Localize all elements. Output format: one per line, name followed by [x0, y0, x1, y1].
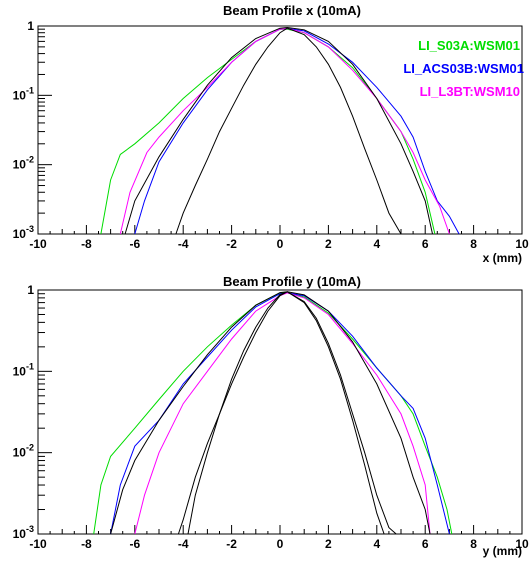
- series-line-black-5: [187, 291, 385, 535]
- y-axis-label: y (mm): [483, 544, 522, 558]
- x-tick-label: -4: [178, 237, 189, 251]
- plot-frame-x: [37, 25, 523, 235]
- x-tick-label: -2: [226, 537, 237, 551]
- x-tick-label: 10: [515, 537, 529, 551]
- legend-entry-li-s03a-wsm01: LI_S03A:WSM01: [418, 38, 520, 53]
- x-tick-label: -8: [81, 237, 92, 251]
- x-tick-label: -10: [29, 537, 47, 551]
- x-tick-label: 0: [277, 537, 284, 551]
- x-tick-label: 2: [325, 537, 332, 551]
- x-tick-label: 4: [373, 537, 380, 551]
- x-tick-label: -2: [226, 237, 237, 251]
- legend: LI_S03A:WSM01 LI_ACS03B:WSM01 LI_L3BT:WS…: [403, 38, 524, 99]
- x-tick-label: 10: [515, 237, 529, 251]
- chart-title-x: Beam Profile x (10mA): [223, 3, 361, 18]
- y-tick-label: 10-3: [13, 224, 34, 241]
- x-tick-label: 8: [470, 237, 477, 251]
- y-tick-label: 1: [27, 19, 34, 33]
- y-tick-label: 10-1: [13, 361, 34, 378]
- x-tick-label: -10: [29, 237, 47, 251]
- y-tick-label: 1: [27, 283, 34, 297]
- y-tick-label: 10-2: [13, 155, 34, 172]
- beam-profile-y-panel: Beam Profile y (10mA) -10 -8 -6 -4 -2 0 2 4 6 8 10…: [13, 274, 529, 558]
- x-tick-label: 6: [422, 537, 429, 551]
- legend-entry-li-acs03b-wsm01: LI_ACS03B:WSM01: [403, 61, 524, 76]
- x-tick-label: -6: [129, 237, 140, 251]
- series-line-li-acs03b-wsm01: [134, 27, 460, 235]
- x-tick-label: 6: [422, 237, 429, 251]
- x-tick-label: 0: [277, 237, 284, 251]
- y-tick-label: 10-3: [13, 524, 34, 541]
- chart-title-y: Beam Profile y (10mA): [223, 274, 361, 289]
- x-tick-label: -4: [178, 537, 189, 551]
- plot-frame-y: [37, 289, 523, 535]
- x-tick-label: -6: [129, 537, 140, 551]
- x-tick-label: 8: [470, 537, 477, 551]
- series-line-black-3: [124, 26, 433, 235]
- series-line-black-4: [175, 27, 402, 235]
- beam-profile-x-panel: Beam Profile x (10mA) -10 -8 -6 -4 -2 0 2 4 6 8 10…: [13, 3, 529, 265]
- y-tick-label: 10-1: [13, 85, 34, 102]
- legend-entry-li-l3bt-wsm10: LI_L3BT:WSM10: [420, 84, 520, 99]
- x-tick-label: 4: [373, 237, 380, 251]
- x-axis-label: x (mm): [483, 251, 522, 265]
- y-tick-label: 10-2: [13, 443, 34, 460]
- series-line-black-3: [110, 291, 431, 535]
- series-line-black-4: [177, 291, 397, 535]
- x-tick-label: 2: [325, 237, 332, 251]
- x-tick-label: -8: [81, 537, 92, 551]
